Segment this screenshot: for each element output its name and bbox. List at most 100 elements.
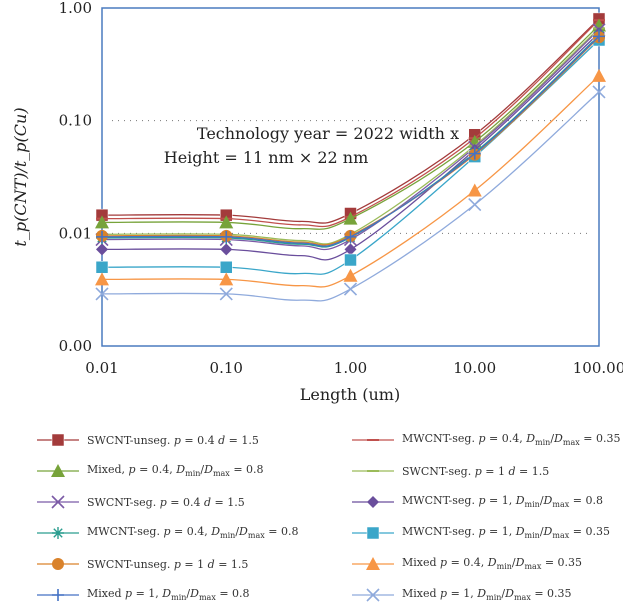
x-tick-label: 0.01 bbox=[85, 359, 118, 377]
legend-item: Mixed, p = 0.4, Dmin/Dmax = 0.8 bbox=[35, 459, 264, 483]
y-tick-label: 0.10 bbox=[59, 112, 92, 130]
legend-marker bbox=[52, 527, 64, 539]
data-point bbox=[343, 211, 358, 225]
series-line bbox=[101, 27, 600, 245]
data-point bbox=[467, 183, 482, 197]
legend-item: Mixed p = 0.4, Dmin/Dmax = 0.35 bbox=[350, 552, 582, 576]
legend-label: MWCNT-seg. p = 0.4, Dmin/Dmax = 0.35 bbox=[402, 432, 621, 448]
data-point bbox=[468, 147, 481, 160]
data-point bbox=[95, 260, 109, 274]
legend-label: Mixed p = 0.4, Dmin/Dmax = 0.35 bbox=[402, 556, 583, 572]
data-point bbox=[592, 85, 606, 99]
legend-marker bbox=[51, 433, 65, 447]
data-point bbox=[219, 215, 234, 229]
legend-label: Mixed p = 1, Dmin/Dmax = 0.8 bbox=[87, 587, 250, 603]
series-layer bbox=[95, 12, 606, 302]
series-12 bbox=[95, 85, 606, 302]
legend-label: SWCNT-seg. p = 0.4 d = 1.5 bbox=[87, 495, 245, 509]
legend-swatch bbox=[352, 496, 394, 508]
legend-marker bbox=[366, 588, 380, 602]
data-point bbox=[343, 268, 358, 282]
legend-swatch bbox=[37, 464, 79, 477]
legend-marker bbox=[51, 495, 65, 509]
series-1 bbox=[95, 12, 606, 224]
y-tick-label: 1.00 bbox=[59, 0, 92, 17]
series-line bbox=[101, 29, 600, 251]
data-point bbox=[344, 230, 357, 243]
legend-swatch bbox=[37, 527, 79, 539]
legend-swatch bbox=[37, 589, 79, 601]
data-point bbox=[95, 272, 109, 286]
series-line bbox=[101, 36, 600, 246]
legend-label: MWCNT-seg. p = 1, Dmin/Dmax = 0.8 bbox=[402, 494, 603, 510]
chart-legend: SWCNT-unseg. p = 0.4 d = 1.5 MWCNT-seg. p… bbox=[0, 418, 623, 604]
data-point bbox=[220, 260, 233, 274]
legend-label: SWCNT-seg. p = 1 d = 1.5 bbox=[402, 464, 550, 478]
legend-label: Mixed p = 1, Dmin/Dmax = 0.35 bbox=[402, 587, 572, 603]
legend-label: MWCNT-seg. p = 1, Dmin/Dmax = 0.35 bbox=[402, 525, 610, 541]
legend-item: SWCNT-seg. p = 1 d = 1.5 bbox=[350, 459, 549, 483]
series-line bbox=[101, 24, 600, 231]
legend-marker bbox=[366, 557, 380, 570]
legend-label: Mixed, p = 0.4, Dmin/Dmax = 0.8 bbox=[87, 463, 264, 479]
legend-marker bbox=[366, 526, 380, 540]
data-point bbox=[219, 287, 233, 301]
data-point bbox=[468, 198, 482, 212]
legend-swatch bbox=[352, 439, 394, 441]
legend-swatch bbox=[352, 588, 394, 602]
legend-item: MWCNT-seg. p = 1, Dmin/Dmax = 0.8 bbox=[350, 490, 603, 514]
legend-item: SWCNT-seg. p = 0.4 d = 1.5 bbox=[35, 490, 245, 514]
data-point bbox=[344, 243, 357, 256]
data-point bbox=[95, 287, 109, 301]
legend-swatch bbox=[37, 558, 79, 570]
series-line bbox=[101, 35, 600, 247]
legend-item: MWCNT-seg. p = 0.4, Dmin/Dmax = 0.35 bbox=[350, 428, 620, 452]
legend-marker bbox=[367, 496, 379, 508]
series-line bbox=[101, 19, 600, 228]
legend-item: MWCNT-seg. p = 1, Dmin/Dmax = 0.35 bbox=[350, 521, 610, 545]
y-tick-label: 0.00 bbox=[59, 337, 92, 355]
series-line bbox=[101, 32, 600, 261]
x-tick-label: 100.00 bbox=[573, 359, 623, 377]
legend-item: Mixed p = 1, Dmin/Dmax = 0.35 bbox=[350, 583, 572, 607]
series-3 bbox=[95, 18, 606, 231]
legend-label: SWCNT-unseg. p = 0.4 d = 1.5 bbox=[87, 433, 259, 447]
x-tick-label: 10.00 bbox=[453, 359, 496, 377]
plot-frame bbox=[101, 7, 600, 347]
series-10 bbox=[95, 68, 606, 288]
legend-item: SWCNT-unseg. p = 1 d = 1.5 bbox=[35, 552, 248, 576]
legend-item: SWCNT-unseg. p = 0.4 d = 1.5 bbox=[35, 428, 259, 452]
legend-swatch bbox=[37, 495, 79, 509]
data-point bbox=[592, 68, 606, 82]
legend-label: SWCNT-unseg. p = 1 d = 1.5 bbox=[87, 557, 249, 571]
data-point bbox=[96, 230, 108, 243]
annotation-line-1: Technology year = 2022 width x bbox=[197, 124, 459, 143]
legend-swatch bbox=[352, 557, 394, 570]
series-11 bbox=[96, 30, 605, 247]
data-point bbox=[593, 30, 605, 43]
x-axis-label: Length (um) bbox=[300, 385, 400, 404]
data-point bbox=[220, 230, 233, 243]
series-line bbox=[101, 75, 600, 288]
legend-item: MWCNT-seg. p = 0.4, Dmin/Dmax = 0.8 bbox=[35, 521, 298, 545]
series-line bbox=[101, 91, 600, 302]
data-point bbox=[220, 243, 233, 256]
annotation-line-2: Height = 11 nm × 22 nm bbox=[164, 148, 369, 167]
x-tick-label: 1.00 bbox=[334, 359, 367, 377]
legend-marker bbox=[51, 464, 65, 477]
legend-item: Mixed p = 1, Dmin/Dmax = 0.8 bbox=[35, 583, 250, 607]
axis-ticks: 0.01 0.10 1.00 10.00 100.00 0.00 0.01 0.10 1.00 bbox=[59, 0, 623, 377]
series-line bbox=[101, 18, 600, 224]
y-tick-label: 0.01 bbox=[59, 224, 92, 242]
line-chart: 0.01 0.10 1.00 10.00 100.000.000.010.101.00 … bbox=[11, 0, 623, 404]
legend-swatch bbox=[352, 470, 394, 472]
data-point bbox=[344, 253, 357, 267]
legend-marker bbox=[52, 589, 64, 601]
data-point bbox=[95, 215, 109, 229]
legend-label: MWCNT-seg. p = 0.4, Dmin/Dmax = 0.8 bbox=[87, 525, 299, 541]
legend-marker bbox=[52, 558, 64, 570]
data-point bbox=[96, 243, 108, 256]
legend-swatch bbox=[352, 526, 394, 540]
y-axis-label: t_p(CNT)/t_p(Cu) bbox=[11, 107, 30, 246]
data-point bbox=[343, 282, 358, 296]
